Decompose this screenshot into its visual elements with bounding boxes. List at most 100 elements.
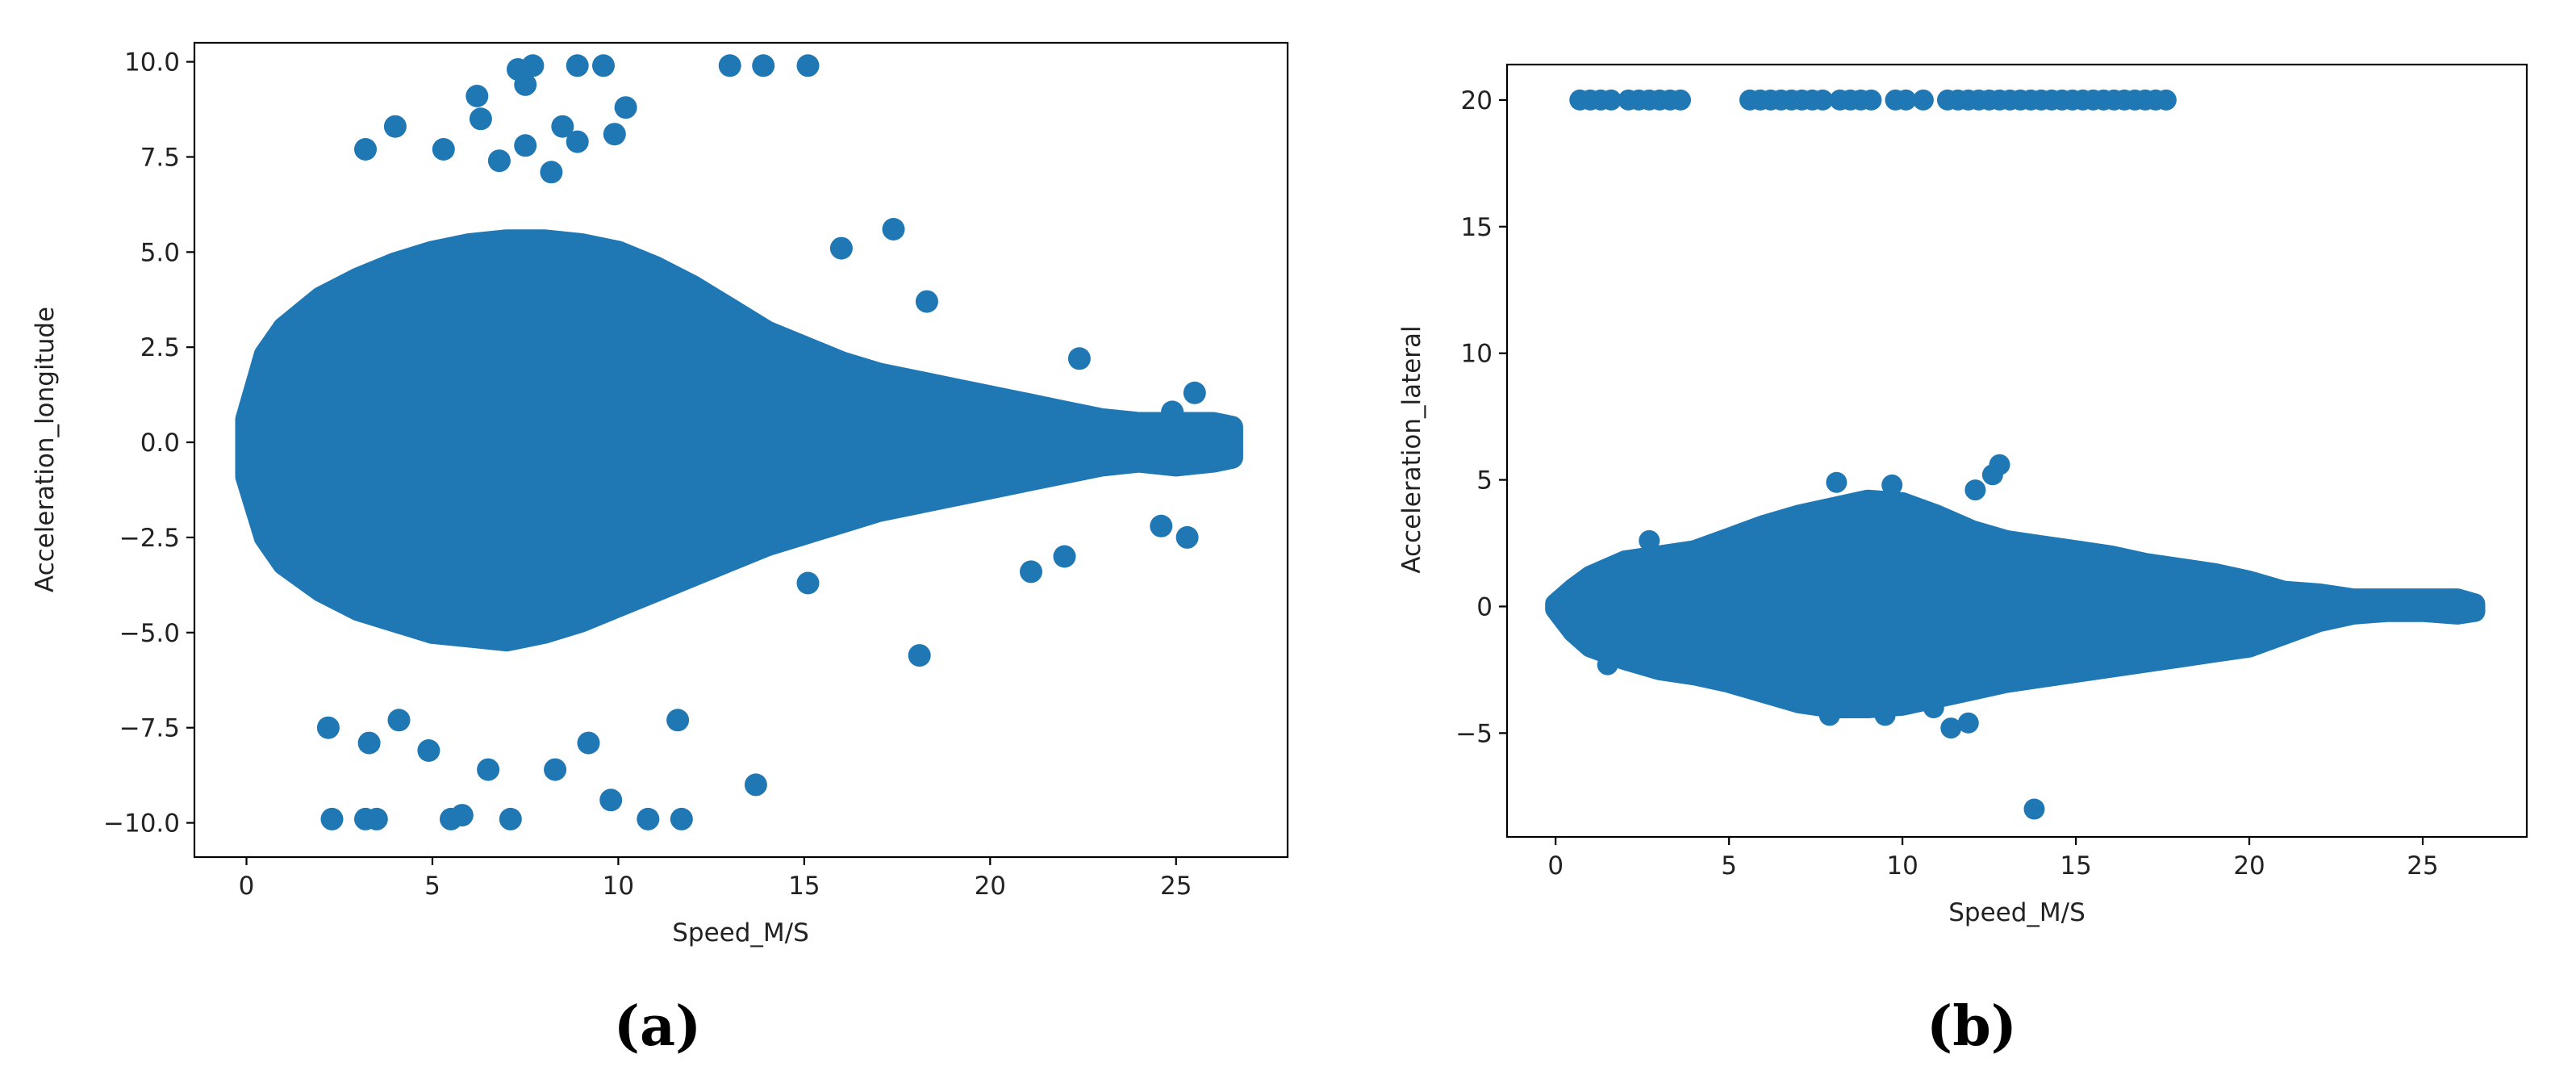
panel-a-point: [365, 807, 388, 830]
panel-b-axes: 0 5 10 15 20 25 −5 0 5 10 15 20: [1455, 86, 2438, 880]
panel-a-point: [599, 788, 623, 812]
panel-a-point: [666, 709, 690, 732]
panel-b-marks: [1545, 89, 2486, 820]
panel-b-point: [1639, 529, 1660, 551]
panel-b-point: [1957, 712, 1979, 734]
panel-a-ytick-label: 2.5: [140, 333, 180, 362]
panel-a-xtick-label: 15: [788, 872, 820, 901]
panel-b-point: [1940, 717, 1962, 739]
panel-b-dense-cloud: [1545, 489, 2486, 718]
panel-a-xtick-label: 10: [603, 872, 634, 901]
plot-a-frame: [193, 41, 1289, 859]
panel-a: 0 5 10 15 20 25 −10.0 −7.5 −5.0 −2.5 0.0 2.5 5.0 7.5 1…: [31, 41, 1289, 1059]
panel-b-xtick-label: 10: [1886, 851, 1918, 880]
panel-b-point: [1989, 454, 2010, 475]
panel-a-point: [316, 716, 340, 739]
panel-a-point: [796, 54, 820, 77]
panel-a-point: [796, 571, 820, 595]
panel-a-point: [752, 54, 775, 77]
panel-a-marks: [235, 54, 1243, 830]
panel-b-label: (b): [1927, 994, 2017, 1059]
panel-b-point: [1826, 471, 1847, 493]
panel-a-point: [1053, 545, 1076, 568]
panel-a-point: [1150, 514, 1173, 538]
panel-b-ytick-label: 5: [1476, 466, 1493, 496]
panel-a-point: [603, 123, 626, 146]
panel-a-point: [544, 758, 567, 781]
panel-a-ytick-label: 7.5: [140, 143, 180, 172]
panel-a-ytick-label: −5.0: [119, 619, 180, 648]
panel-a-ytick-label: 0.0: [140, 429, 180, 458]
panel-a-point: [566, 130, 589, 153]
panel-b-xtick-label: 20: [2233, 851, 2265, 880]
panel-a-ytick-label: 10.0: [124, 48, 180, 77]
panel-b-ylabel: Acceleration_lateral: [1397, 325, 1426, 573]
panel-a-xtick-label: 5: [424, 872, 440, 901]
panel-b-ytick-label: 0: [1476, 592, 1493, 621]
panel-a-point: [477, 758, 500, 781]
panel-b-point: [1860, 89, 1882, 111]
panel-a-point: [514, 134, 537, 157]
panel-b-ytick-label: 10: [1461, 340, 1493, 369]
panel-a-point: [1175, 525, 1199, 549]
panel-a-point: [718, 54, 741, 77]
panel-a-point: [466, 85, 489, 107]
panel-a-ytick-label: −10.0: [103, 809, 180, 839]
panel-a-point: [670, 807, 693, 830]
panel-a-point: [882, 218, 905, 241]
panel-a-ytick-label: 5.0: [140, 238, 180, 267]
panel-a-xtick-label: 0: [239, 872, 255, 901]
panel-a-xtick-label: 20: [975, 872, 1006, 901]
panel-a-point: [417, 739, 440, 762]
panel-b-point: [2023, 798, 2045, 820]
panel-b-point: [1670, 89, 1691, 111]
panel-b-xlabel: Speed_M/S: [1948, 898, 2085, 927]
panel-b-ytick-label: 20: [1461, 86, 1493, 115]
panel-b-point: [1881, 474, 1903, 496]
panel-a-point: [320, 807, 344, 830]
panel-a-point: [354, 138, 377, 161]
panel-a-point: [1183, 381, 1206, 404]
plot-b-frame: [1505, 63, 2528, 839]
panel-b-point: [1818, 705, 1840, 726]
panel-a-xtick-label: 25: [1160, 872, 1192, 901]
panel-a-point: [551, 115, 574, 138]
panel-a-point: [450, 804, 474, 827]
panel-a-point: [1020, 560, 1042, 584]
panel-b-point: [1912, 89, 1934, 111]
panel-a-point: [915, 290, 938, 313]
panel-a-point: [432, 138, 455, 161]
panel-a-ylabel: Acceleration_longitude: [31, 307, 60, 592]
panel-b-point: [1597, 654, 1618, 676]
panel-a-point: [357, 731, 381, 755]
panel-a-point: [744, 773, 767, 797]
panel-b-ytick-label: 15: [1461, 213, 1493, 242]
panel-b-point: [1601, 89, 1622, 111]
panel-a-point: [614, 96, 637, 119]
panel-a-point: [1067, 347, 1091, 370]
panel-a-point: [637, 807, 660, 830]
panel-b-xtick-label: 15: [2060, 851, 2091, 880]
panel-b: 0 5 10 15 20 25 −5 0 5 10 15 20 Speed_M/S Accelerat…: [1397, 63, 2528, 1059]
panel-a-point: [1161, 400, 1184, 424]
panel-a-point: [499, 807, 522, 830]
panel-a-point: [387, 709, 411, 732]
panel-b-xtick-label: 5: [1721, 851, 1737, 880]
panel-a-point: [540, 161, 563, 184]
panel-b-point: [2155, 89, 2177, 111]
panel-a-label: (a): [614, 994, 701, 1059]
panel-b-point: [1923, 697, 1944, 718]
panel-a-ytick-label: −7.5: [119, 714, 180, 743]
panel-a-point: [514, 73, 537, 96]
panel-b-xtick-label: 25: [2407, 851, 2438, 880]
panel-b-point: [1812, 89, 1834, 111]
panel-a-point: [592, 54, 615, 77]
panel-a-point: [577, 731, 600, 755]
panel-a-xlabel: Speed_M/S: [672, 918, 809, 947]
panel-a-point: [566, 54, 589, 77]
panel-b-point: [1895, 89, 1917, 111]
panel-b-ytick-label: −5: [1455, 719, 1493, 748]
panel-a-point: [469, 107, 492, 131]
panel-a-point: [383, 115, 407, 138]
